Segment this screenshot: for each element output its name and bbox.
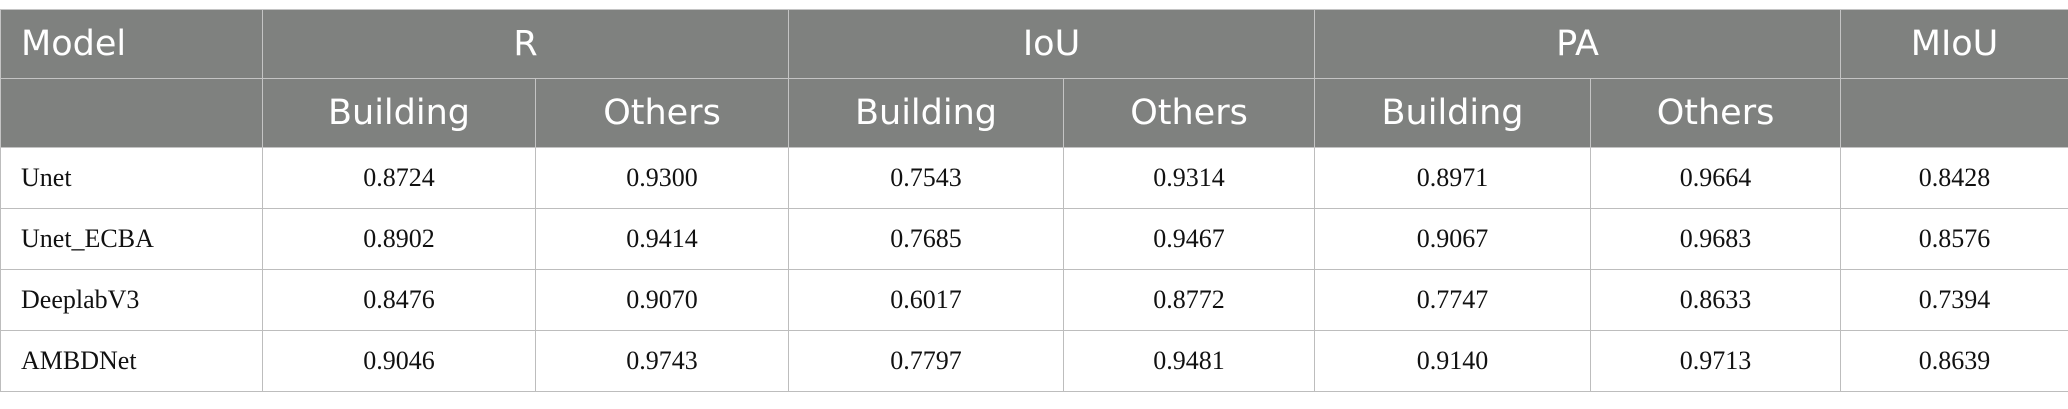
iou-others-cell: 0.9467 [1063,208,1316,270]
pa-building-cell: 0.8971 [1314,147,1592,209]
model-name-cell: AMBDNet [0,330,263,392]
pa-others-cell: 0.8633 [1590,269,1842,331]
iou-others-cell: 0.9314 [1063,147,1316,209]
iou-others-cell: 0.8772 [1063,269,1316,331]
header-blank-miou [1840,78,2068,148]
header-pa-others: Others [1590,78,1842,148]
iou-others-cell: 0.9481 [1063,330,1316,392]
r-others-cell: 0.9414 [534,208,790,270]
header-iou-others: Others [1063,78,1316,148]
r-others-cell: 0.9300 [534,147,790,209]
r-building-cell: 0.8902 [262,208,536,270]
model-name-cell: Unet [0,147,263,209]
results-table: Model R IoU PA MIoU Building Others Buil… [0,9,2068,392]
iou-building-cell: 0.7543 [788,147,1065,209]
iou-building-cell: 0.7797 [788,330,1065,392]
r-building-cell: 0.8724 [262,147,536,209]
pa-building-cell: 0.7747 [1314,269,1592,331]
table-row: DeeplabV3 0.8476 0.9070 0.6017 0.8772 0.… [0,269,2068,331]
model-name-cell: Unet_ECBA [0,208,263,270]
miou-cell: 0.8576 [1840,208,2068,270]
header-model: Model [0,9,263,79]
r-others-cell: 0.9070 [534,269,790,331]
pa-building-cell: 0.9067 [1314,208,1592,270]
header-row-1: Model R IoU PA MIoU [0,9,2068,79]
miou-cell: 0.8428 [1840,147,2068,209]
header-r-building: Building [262,78,536,148]
table-row: AMBDNet 0.9046 0.9743 0.7797 0.9481 0.91… [0,330,2068,392]
header-pa: PA [1314,9,1842,79]
header-blank [0,78,263,148]
iou-building-cell: 0.6017 [788,269,1065,331]
pa-building-cell: 0.9140 [1314,330,1592,392]
header-r-others: Others [534,78,790,148]
model-name-cell: DeeplabV3 [0,269,263,331]
iou-building-cell: 0.7685 [788,208,1065,270]
pa-others-cell: 0.9683 [1590,208,1842,270]
table-row: Unet_ECBA 0.8902 0.9414 0.7685 0.9467 0.… [0,208,2068,270]
header-pa-building: Building [1314,78,1592,148]
header-row-2: Building Others Building Others Building… [0,78,2068,148]
pa-others-cell: 0.9664 [1590,147,1842,209]
miou-cell: 0.8639 [1840,330,2068,392]
header-miou: MIoU [1840,9,2068,79]
r-building-cell: 0.8476 [262,269,536,331]
table-row: Unet 0.8724 0.9300 0.7543 0.9314 0.8971 … [0,147,2068,209]
header-iou: IoU [788,9,1316,79]
header-iou-building: Building [788,78,1065,148]
pa-others-cell: 0.9713 [1590,330,1842,392]
header-r: R [261,9,790,79]
r-others-cell: 0.9743 [534,330,790,392]
miou-cell: 0.7394 [1840,269,2068,331]
r-building-cell: 0.9046 [262,330,536,392]
